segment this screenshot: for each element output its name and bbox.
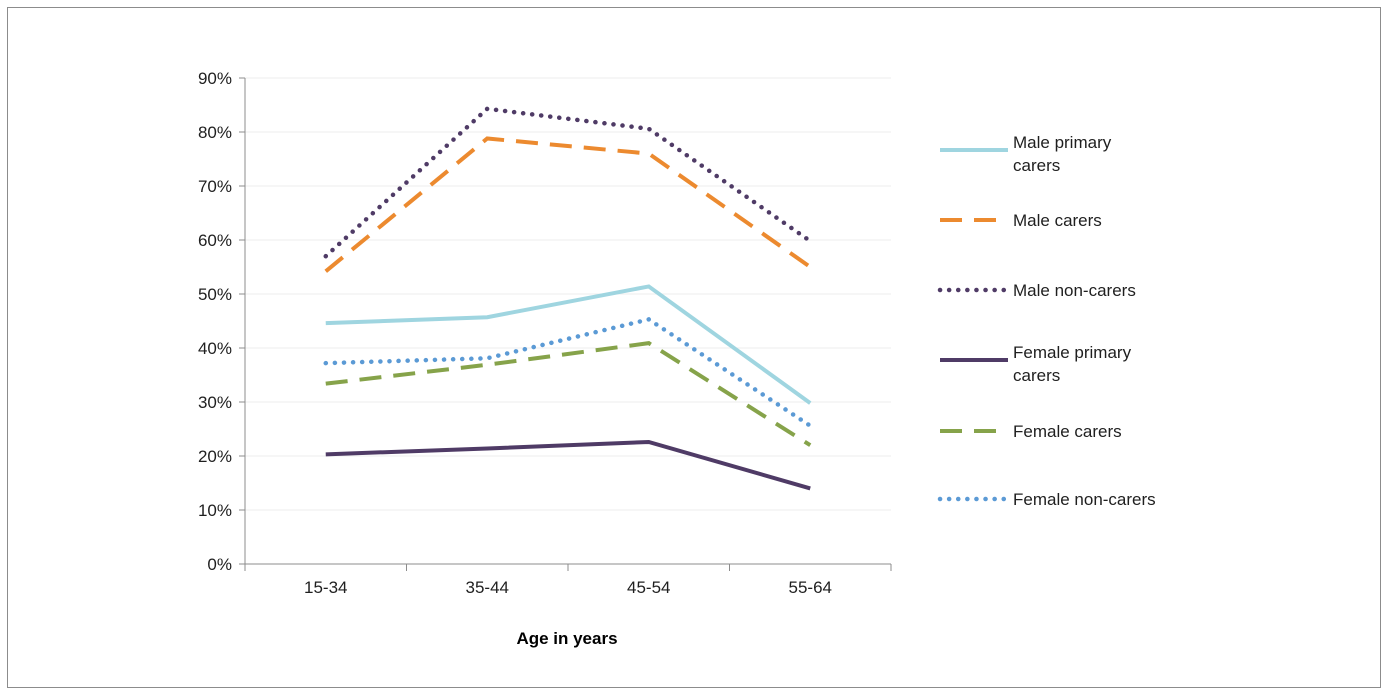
- y-tick-label: 30%: [198, 393, 232, 412]
- legend-item: Male primary carers: [940, 133, 1112, 175]
- series-line-male-carers: [324, 136, 812, 273]
- gridlines: [245, 77, 891, 511]
- y-tick-label: 70%: [198, 177, 232, 196]
- x-tick-label: 15-34: [304, 578, 347, 597]
- y-tick-label: 0%: [207, 555, 232, 574]
- series-line-male-non-carers: [323, 106, 813, 259]
- series-line-female-primary-carers: [325, 439, 811, 491]
- legend-item: Female non-carers: [937, 490, 1156, 509]
- y-tick-label: 20%: [198, 447, 232, 466]
- legend-item: Female carers: [940, 422, 1122, 441]
- series-line-female-non-carers: [323, 316, 813, 429]
- legend-label: Male non-carers: [1013, 281, 1136, 300]
- legend-label: Male carers: [1013, 211, 1102, 230]
- series-line-male-primary-carers: [325, 284, 812, 405]
- y-tick-label: 40%: [198, 339, 232, 358]
- y-tick-label: 60%: [198, 231, 232, 250]
- legend-item: Female primary carers: [940, 343, 1132, 385]
- series-lines: [323, 106, 813, 491]
- legend-label: Male primary: [1013, 133, 1112, 152]
- legend-label: carers: [1013, 366, 1060, 385]
- y-tick-label: 80%: [198, 123, 232, 142]
- x-axis-title: Age in years: [516, 629, 617, 648]
- x-tick-label: 55-64: [789, 578, 832, 597]
- legend-label: carers: [1013, 156, 1060, 175]
- x-tick-label: 45-54: [627, 578, 670, 597]
- y-tick-label: 90%: [198, 69, 232, 88]
- y-tick-label: 50%: [198, 285, 232, 304]
- tick-labels: 0% 10% 20% 30% 40% 50% 60% 70% 80% 90% 15-34 35-44 4…: [198, 69, 832, 597]
- legend-item: Male non-carers: [937, 281, 1136, 300]
- series-line-female-carers: [325, 341, 812, 447]
- legend: Male primary carers Male carers Male non-ca…: [937, 133, 1156, 509]
- legend-label: Female non-carers: [1013, 490, 1156, 509]
- y-tick-label: 10%: [198, 501, 232, 520]
- legend-item: Male carers: [940, 211, 1102, 230]
- legend-label: Female carers: [1013, 422, 1122, 441]
- axes: [239, 77, 892, 571]
- legend-label: Female primary: [1013, 343, 1132, 362]
- x-tick-label: 35-44: [466, 578, 509, 597]
